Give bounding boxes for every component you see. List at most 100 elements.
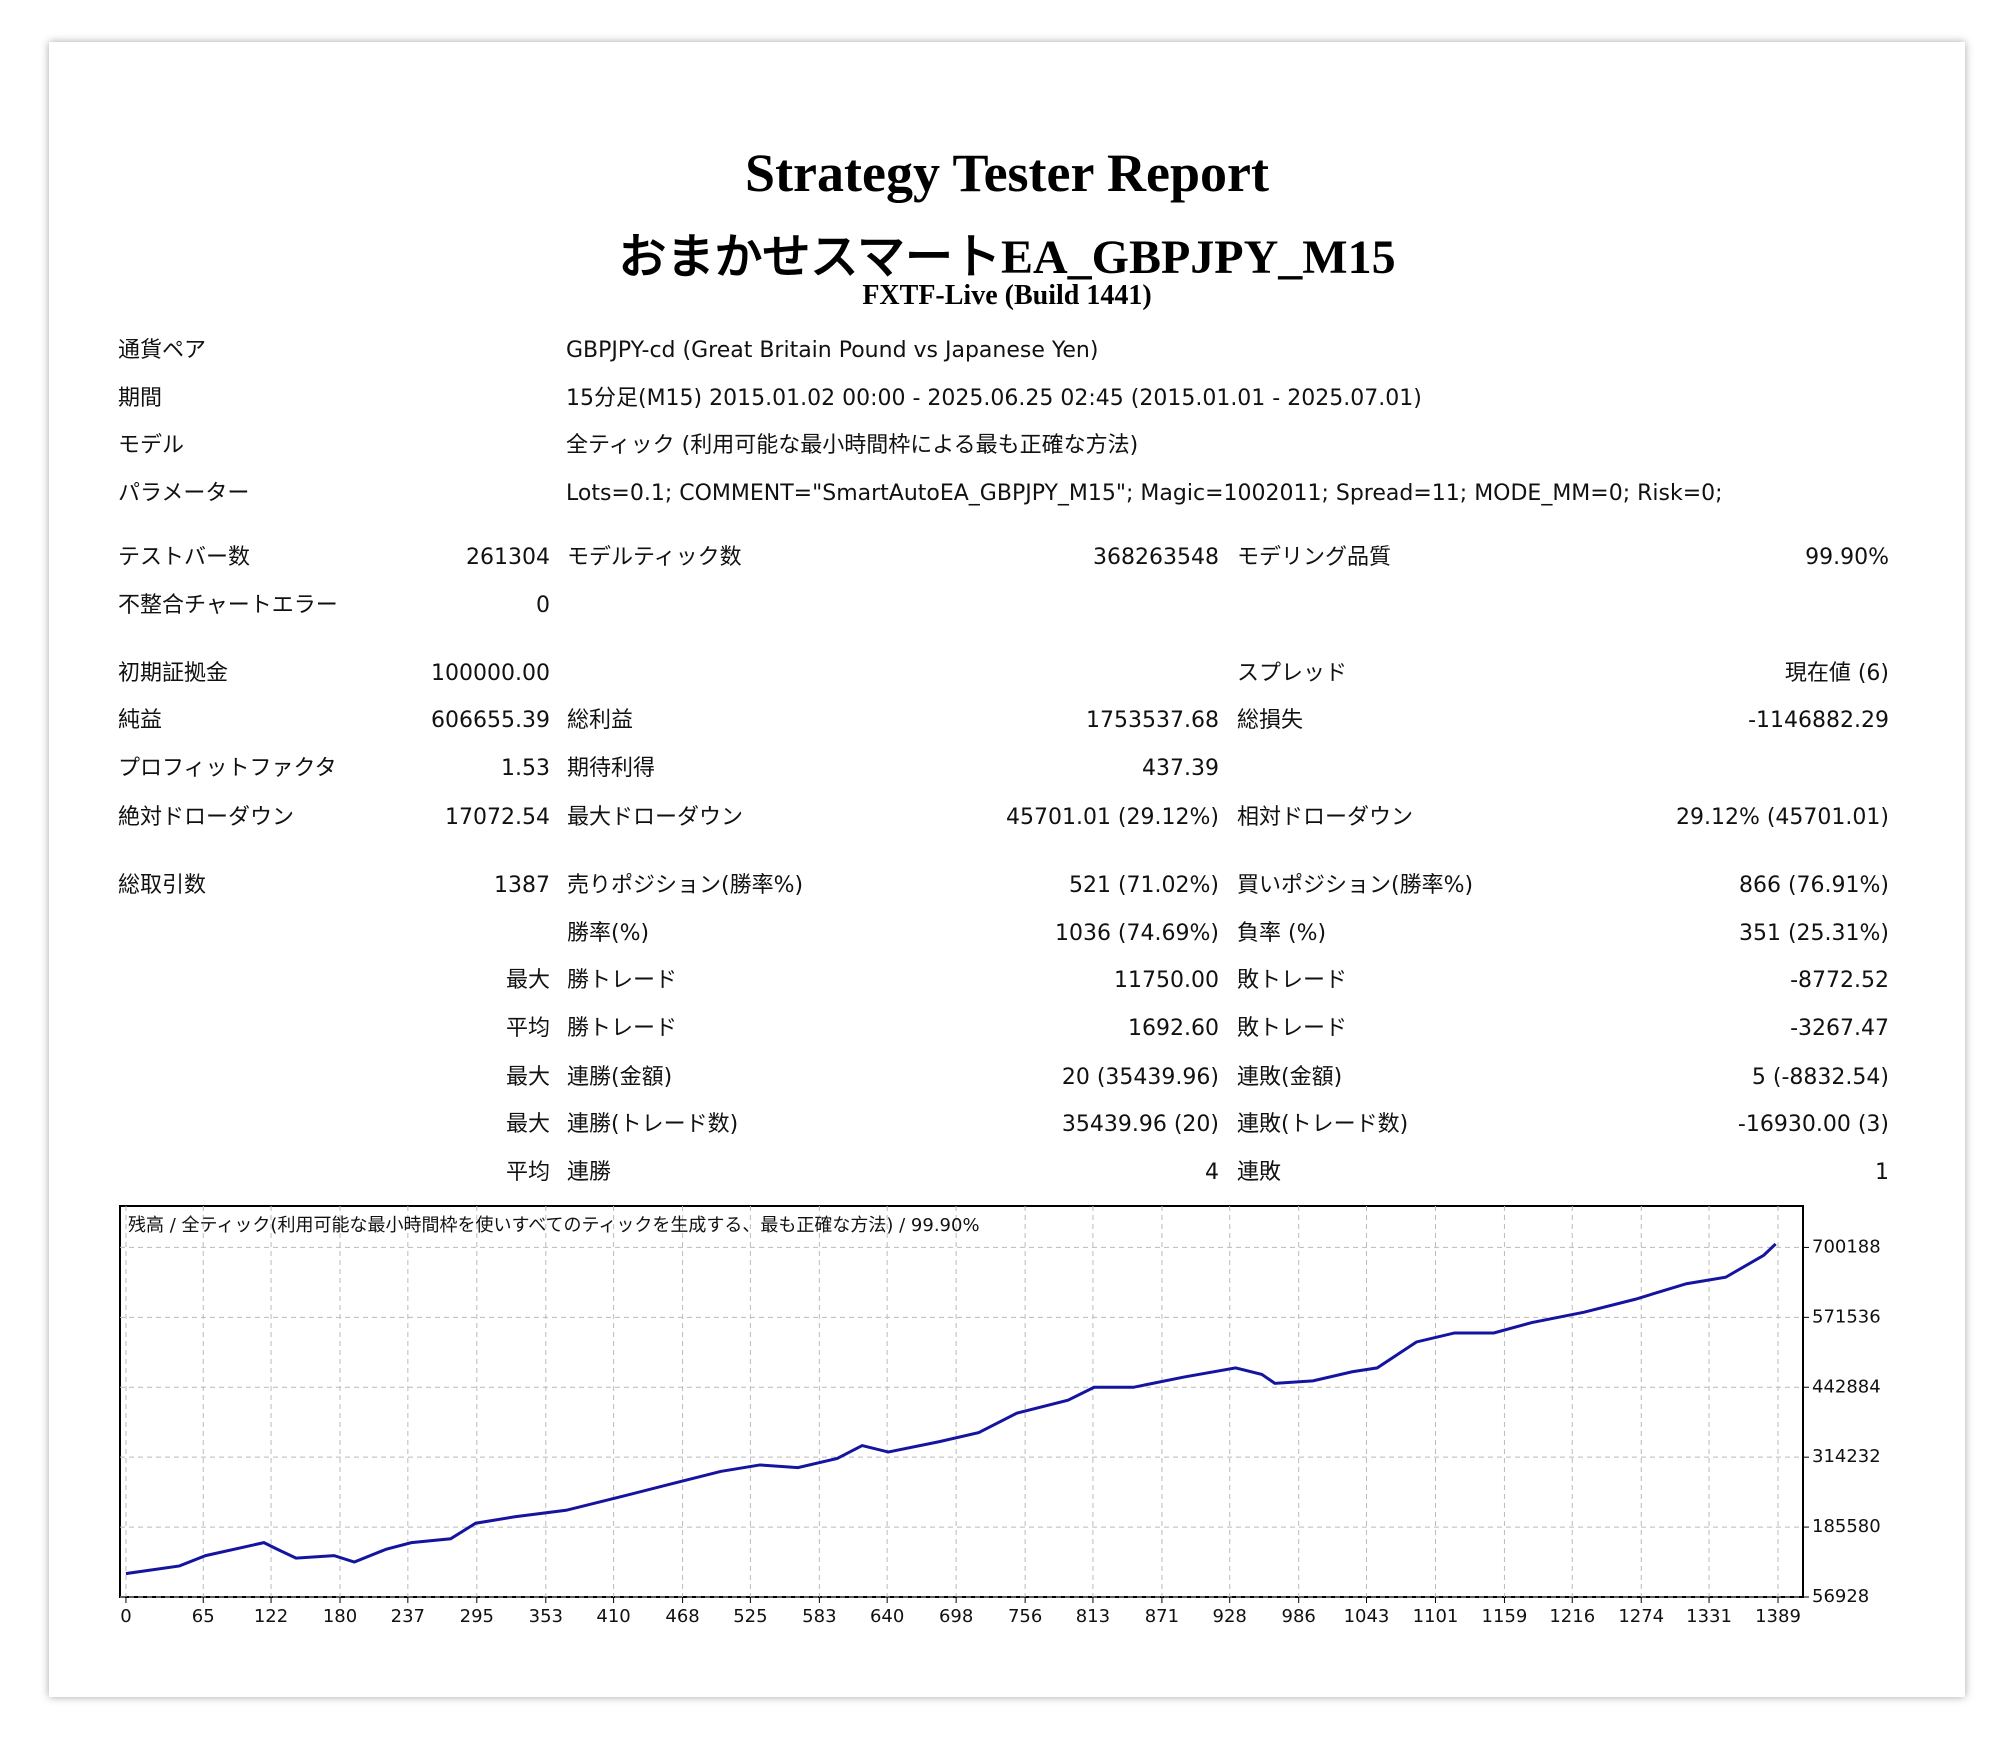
stat-label: プロフィットファクタ (118, 756, 337, 781)
report-title: Strategy Tester Report (745, 143, 1269, 203)
stat-label: 勝トレード (567, 968, 677, 993)
y-tick-label: 700188 (1812, 1236, 1881, 1257)
stat-value: 1.53 (501, 756, 550, 781)
stat-label: モデリング品質 (1237, 545, 1391, 570)
stat-label: 連勝 (567, 1160, 611, 1185)
report-server: FXTF-Live (Build 1441) (862, 280, 1152, 311)
info-label: モデル (118, 433, 184, 458)
stat-label: 不整合チャートエラー (118, 593, 338, 618)
stat-value: 平均 (506, 1016, 550, 1041)
stat-value: 100000.00 (431, 661, 550, 686)
stat-label: 買いポジション(勝率%) (1237, 873, 1473, 898)
stat-value: 1036 (74.69%) (1055, 921, 1219, 946)
stat-value: 平均 (506, 1160, 550, 1185)
chart-title: 残高 / 全ティック(利用可能な最小時間枠を使いすべてのティックを生成する、最も… (128, 1215, 980, 1236)
x-tick-label: 1389 (1755, 1606, 1801, 1627)
stat-label: 敗トレード (1237, 1016, 1347, 1041)
stat-label: 負率 (%) (1237, 921, 1326, 946)
stat-value: 17072.54 (445, 805, 550, 830)
stat-label: 最大ドローダウン (567, 805, 743, 830)
x-tick-label: 122 (254, 1606, 288, 1627)
stat-value: 現在値 (6) (1785, 661, 1889, 686)
y-tick-label: 56928 (1812, 1586, 1869, 1607)
stat-label: 勝率(%) (567, 921, 649, 946)
stat-label: 連勝(金額) (567, 1065, 672, 1090)
x-tick-label: 1159 (1482, 1606, 1528, 1627)
stat-value: -3267.47 (1790, 1016, 1889, 1041)
stat-label: 初期証拠金 (118, 661, 228, 686)
x-tick-label: 1274 (1618, 1606, 1664, 1627)
x-tick-label: 1043 (1344, 1606, 1390, 1627)
stat-label: 期待利得 (567, 756, 655, 781)
x-tick-label: 871 (1145, 1606, 1179, 1627)
x-tick-label: 180 (323, 1606, 357, 1627)
info-value: GBPJPY-cd (Great Britain Pound vs Japane… (566, 338, 1098, 363)
y-tick-label: 571536 (1812, 1306, 1881, 1327)
info-label: パラメーター (118, 481, 249, 506)
x-tick-label: 65 (192, 1606, 215, 1627)
x-tick-label: 410 (596, 1606, 630, 1627)
stat-value: 35439.96 (20) (1062, 1112, 1219, 1137)
x-tick-label: 295 (460, 1606, 494, 1627)
x-tick-label: 1101 (1413, 1606, 1459, 1627)
stat-value: 1 (1875, 1160, 1889, 1185)
stat-value: 1692.60 (1128, 1016, 1219, 1041)
x-tick-label: 928 (1213, 1606, 1247, 1627)
stat-value: 437.39 (1142, 756, 1219, 781)
x-tick-label: 0 (120, 1606, 131, 1627)
x-tick-label: 237 (391, 1606, 425, 1627)
y-tick-label: 442884 (1812, 1376, 1881, 1397)
stat-value: 99.90% (1805, 545, 1889, 570)
plot-area (119, 1205, 1804, 1598)
stat-label: テストバー数 (118, 545, 250, 570)
stat-value: 45701.01 (29.12%) (1006, 805, 1219, 830)
x-tick-label: 468 (665, 1606, 699, 1627)
stat-value: 351 (25.31%) (1739, 921, 1889, 946)
stat-label: 勝トレード (567, 1016, 677, 1041)
balance-line (125, 1242, 1777, 1576)
stat-label: 総取引数 (118, 873, 206, 898)
x-tick-label: 698 (939, 1606, 973, 1627)
stat-value: 最大 (506, 1112, 550, 1137)
stat-value: 最大 (506, 1065, 550, 1090)
stat-value: 0 (536, 593, 550, 618)
x-tick-label: 1331 (1686, 1606, 1732, 1627)
stat-label: 総利益 (567, 708, 633, 733)
stat-label: 連敗(トレード数) (1237, 1112, 1408, 1137)
x-tick-label: 353 (529, 1606, 563, 1627)
stat-value: 29.12% (45701.01) (1676, 805, 1889, 830)
stat-value: 4 (1205, 1160, 1219, 1185)
stat-label: 連勝(トレード数) (567, 1112, 738, 1137)
stat-value: 521 (71.02%) (1069, 873, 1219, 898)
stat-value: 261304 (466, 545, 550, 570)
stat-label: 総損失 (1237, 708, 1303, 733)
info-value: 15分足(M15) 2015.01.02 00:00 - 2025.06.25 … (566, 386, 1422, 411)
stat-value: 最大 (506, 968, 550, 993)
x-tick-label: 1216 (1549, 1606, 1595, 1627)
stat-label: 純益 (118, 708, 162, 733)
x-tick-label: 640 (870, 1606, 904, 1627)
y-tick-label: 185580 (1812, 1516, 1881, 1537)
stat-label: 相対ドローダウン (1237, 805, 1413, 830)
info-value: Lots=0.1; COMMENT="SmartAutoEA_GBPJPY_M1… (566, 481, 1723, 506)
stat-label: スプレッド (1237, 661, 1347, 686)
stat-value: 606655.39 (431, 708, 550, 733)
stat-label: モデルティック数 (567, 545, 742, 570)
x-tick-label: 813 (1076, 1606, 1110, 1627)
stat-value: 866 (76.91%) (1739, 873, 1889, 898)
stat-value: 11750.00 (1114, 968, 1219, 993)
stat-label: 絶対ドローダウン (118, 805, 294, 830)
stat-value: 20 (35439.96) (1062, 1065, 1219, 1090)
info-label: 通貨ペア (118, 338, 206, 363)
x-tick-label: 756 (1008, 1606, 1042, 1627)
stat-label: 連敗(金額) (1237, 1065, 1342, 1090)
stat-value: -8772.52 (1790, 968, 1889, 993)
stat-value: 1387 (494, 873, 550, 898)
y-tick-label: 314232 (1812, 1446, 1881, 1467)
stat-label: 売りポジション(勝率%) (567, 873, 803, 898)
x-tick-label: 986 (1282, 1606, 1316, 1627)
info-label: 期間 (118, 386, 162, 411)
stat-value: -16930.00 (3) (1738, 1112, 1889, 1137)
x-tick-label: 525 (733, 1606, 767, 1627)
